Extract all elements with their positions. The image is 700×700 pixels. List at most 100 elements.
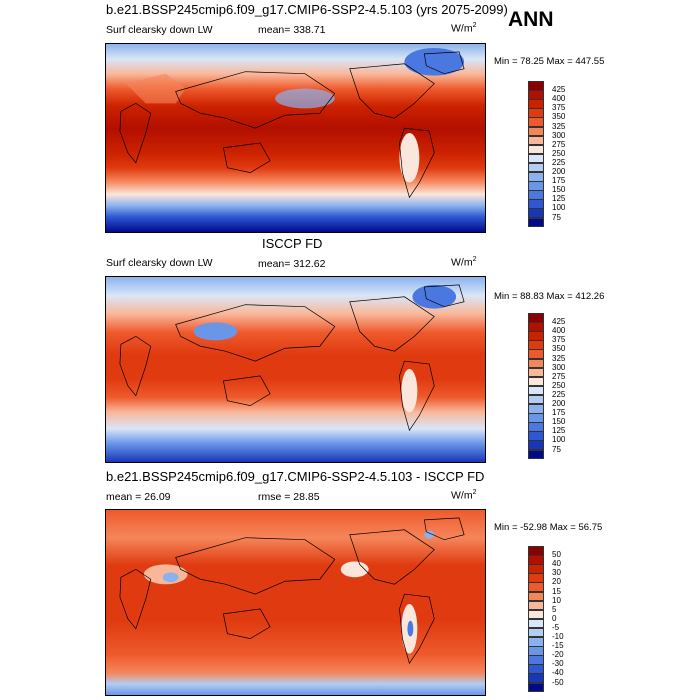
panel3-mean-label: mean = 26.09	[106, 491, 171, 503]
colorbar-tick-label: -15	[552, 641, 564, 651]
panel1-map	[105, 43, 486, 233]
colorbar-tick-label: -30	[552, 659, 564, 669]
colorbar-tick-label: 200	[552, 399, 566, 408]
colorbar-tick-label: 100	[552, 435, 566, 445]
colorbar-swatch	[528, 546, 544, 556]
colorbar-tick-label: 50	[552, 550, 561, 560]
colorbar-tick-label: 15	[552, 586, 561, 596]
colorbar-swatch	[528, 358, 544, 368]
colorbar-tick-label: -10	[552, 632, 564, 641]
colorbar-tick-label: -5	[552, 622, 560, 632]
colorbar-swatch	[528, 618, 544, 629]
panel2-minmax: Min = 88.83 Max = 412.26	[494, 291, 605, 302]
panel2-title: ISCCP FD	[262, 236, 323, 251]
colorbar-swatch	[528, 422, 544, 432]
colorbar-swatch	[528, 81, 544, 91]
colorbar-tick-label: 250	[552, 380, 566, 390]
colorbar-tick-label: 125	[552, 426, 566, 436]
colorbar-swatch	[528, 404, 544, 414]
panel2-mean-label: mean= 312.62	[258, 258, 326, 270]
colorbar-swatch	[528, 591, 544, 601]
colorbar-swatch	[528, 573, 544, 583]
colorbar-tick-label: 425	[552, 317, 566, 327]
colorbar-swatch	[528, 449, 544, 459]
colorbar-swatch	[528, 90, 544, 100]
colorbar-tick-label: 325	[552, 121, 566, 131]
colorbar-swatch	[528, 664, 544, 674]
colorbar-tick-label: 400	[552, 326, 566, 336]
colorbar-swatch	[528, 682, 544, 692]
panel1-variable-label: Surf clearsky down LW	[106, 24, 213, 36]
panel3-units: W/m2	[451, 489, 477, 502]
panel2-variable-label: Surf clearsky down LW	[106, 257, 213, 269]
colorbar-swatch	[528, 564, 544, 574]
colorbar-swatch	[528, 609, 544, 620]
colorbar-swatch	[528, 440, 544, 450]
colorbar-tick-label: 175	[552, 408, 566, 418]
colorbar-swatch	[528, 582, 544, 592]
panel3-colorbar: 50 40 30 20 15 10 5 0 -5 -10 -15 -20 -30 -40 -50	[528, 546, 588, 692]
colorbar-swatch	[528, 627, 544, 638]
panel3-title: b.e21.BSSP245cmip6.f09_g17.CMIP6-SSP2-4.…	[106, 469, 485, 484]
colorbar-tick-label: -20	[552, 650, 564, 660]
colorbar-swatch	[528, 99, 544, 109]
colorbar-swatch	[528, 135, 544, 146]
colorbar-swatch	[528, 153, 544, 164]
colorbar-tick-label: 75	[552, 212, 561, 222]
colorbar-swatch	[528, 162, 544, 173]
colorbar-swatch	[528, 199, 544, 209]
colorbar-swatch	[528, 322, 544, 332]
colorbar-swatch	[528, 646, 544, 656]
colorbar-swatch	[528, 190, 544, 200]
colorbar-tick-label: 175	[552, 176, 566, 186]
panel1-units: W/m2	[451, 22, 477, 35]
colorbar-swatch	[528, 367, 544, 378]
colorbar-tick-label: 100	[552, 203, 566, 213]
colorbar-tick-label: 75	[552, 444, 561, 454]
colorbar-tick-label: -50	[552, 677, 564, 687]
panel1-minmax: Min = 78.25 Max = 447.55	[494, 56, 605, 67]
colorbar-swatch	[528, 313, 544, 323]
colorbar-swatch	[528, 385, 544, 396]
colorbar-tick-label: 125	[552, 194, 566, 204]
panel3-rmse-label: rmse = 28.85	[258, 491, 320, 503]
panel2-units: W/m2	[451, 256, 477, 269]
panel1-mean-label: mean= 338.71	[258, 24, 326, 36]
panel3-map	[105, 509, 486, 696]
colorbar-tick-label: 375	[552, 335, 566, 345]
colorbar-tick-label: 400	[552, 94, 566, 104]
colorbar-tick-label: 225	[552, 389, 566, 399]
colorbar-tick-label: 300	[552, 130, 566, 140]
colorbar-swatch	[528, 217, 544, 227]
colorbar-swatch	[528, 181, 544, 191]
colorbar-swatch	[528, 637, 544, 647]
colorbar-tick-label: 150	[552, 185, 566, 195]
colorbar-tick-label: 5	[552, 604, 557, 614]
colorbar-swatch	[528, 655, 544, 665]
colorbar-swatch	[528, 172, 544, 182]
colorbar-tick-label: 350	[552, 112, 566, 122]
colorbar-swatch	[528, 331, 544, 341]
colorbar-tick-label: -40	[552, 668, 564, 678]
panel1-colorbar: 425 400 375 350 325 300 275 250 225 200 175 150 125 1…	[528, 81, 588, 227]
colorbar-swatch	[528, 376, 544, 387]
season-label: ANN	[508, 8, 554, 31]
colorbar-swatch	[528, 413, 544, 423]
colorbar-swatch	[528, 108, 544, 118]
colorbar-tick-label: 425	[552, 85, 566, 95]
colorbar-tick-label: 325	[552, 353, 566, 363]
colorbar-tick-label: 20	[552, 577, 561, 587]
colorbar-tick-label: 10	[552, 595, 561, 605]
colorbar-swatch	[528, 394, 544, 405]
colorbar-swatch	[528, 126, 544, 136]
colorbar-swatch	[528, 340, 544, 350]
colorbar-tick-label: 375	[552, 103, 566, 113]
colorbar-swatch	[528, 555, 544, 565]
colorbar-swatch	[528, 349, 544, 359]
panel3-minmax: Min = -52.98 Max = 56.75	[494, 522, 603, 533]
colorbar-swatch	[528, 117, 544, 127]
colorbar-tick-label: 275	[552, 139, 566, 149]
colorbar-tick-label: 150	[552, 417, 566, 427]
colorbar-tick-label: 200	[552, 167, 566, 176]
colorbar-tick-label: 30	[552, 568, 561, 578]
